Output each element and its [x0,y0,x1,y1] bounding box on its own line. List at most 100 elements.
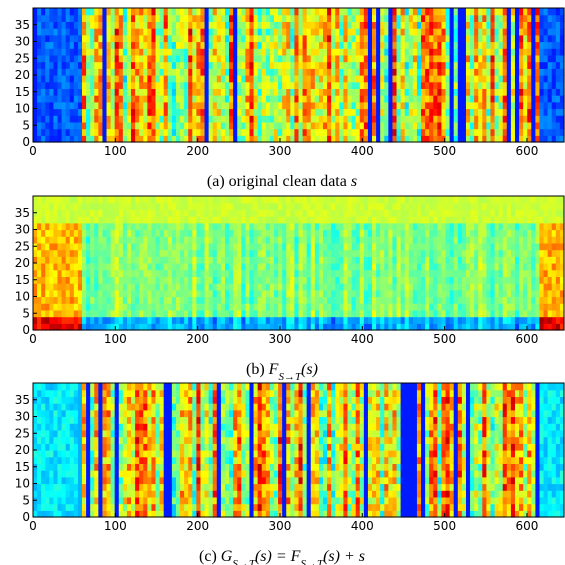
heatmap-cell [307,42,312,49]
heatmap-cell [119,62,124,69]
heatmap-cell [535,115,540,122]
heatmap-cell [401,283,406,290]
heatmap-cell [270,122,275,129]
heatmap-cell [49,290,54,297]
heatmap-cell [466,203,471,210]
heatmap-cell [184,129,189,136]
heatmap-cell [356,216,361,223]
heatmap-cell [376,263,381,270]
heatmap-cell [388,15,393,22]
heatmap-cell [311,122,316,129]
heatmap-cell [123,317,128,324]
heatmap-cell [270,21,275,28]
heatmap-cell [376,290,381,297]
heatmap-cell [217,216,222,223]
heatmap-cell [380,88,385,95]
heatmap-cell [188,236,193,243]
heatmap-cell [348,276,353,283]
heatmap-cell [217,88,222,95]
heatmap-cell [535,55,540,62]
heatmap-cell [192,270,197,277]
heatmap-cell [49,42,54,49]
heatmap-cell [270,28,275,35]
heatmap-cell [147,256,152,263]
heatmap-cell [254,88,259,95]
heatmap-cell [323,297,328,304]
heatmap-cell [62,55,67,62]
heatmap-cell [303,122,308,129]
heatmap-cell [86,236,91,243]
heatmap-cell [421,48,426,55]
heatmap-cell [446,250,451,257]
heatmap-cell [348,82,353,89]
heatmap-cell [245,209,250,216]
heatmap-cell [62,256,67,263]
heatmap-cell [331,196,336,203]
heatmap-cell [392,303,397,310]
heatmap-cell [237,223,242,230]
heatmap-cell [307,203,312,210]
heatmap-cell [49,209,54,216]
heatmap-cell [151,15,156,22]
heatmap-cell [303,55,308,62]
heatmap-cell [454,263,459,270]
heatmap-cell [90,75,95,82]
heatmap-cell [184,122,189,129]
heatmap-cell [119,122,124,129]
heatmap-cell [392,209,397,216]
heatmap-cell [499,35,504,42]
heatmap-cell [200,209,205,216]
heatmap-cell [107,243,112,250]
heatmap-cell [339,35,344,42]
heatmap-cell [127,8,132,15]
heatmap-cell [176,290,181,297]
heatmap-cell [384,88,389,95]
heatmap-cell [180,256,185,263]
heatmap-cell [482,75,487,82]
heatmap-cell [78,15,83,22]
heatmap-cell [123,223,128,230]
heatmap-cell [421,82,426,89]
heatmap-cell [160,256,165,263]
heatmap-cell [49,203,54,210]
heatmap-cell [523,68,528,75]
heatmap-cell [217,122,222,129]
heatmap-cell [417,115,422,122]
heatmap-cell [331,203,336,210]
heatmap-cell [127,115,132,122]
heatmap-cell [131,122,136,129]
heatmap-cell [290,310,295,317]
heatmap-cell [82,95,87,102]
heatmap-cell [417,230,422,237]
heatmap-cell [327,317,332,324]
heatmap-cell [486,236,491,243]
heatmap-cell [217,68,222,75]
heatmap-cell [503,21,508,28]
heatmap-cell [474,283,479,290]
heatmap-cell [311,35,316,42]
heatmap-cell [188,223,193,230]
heatmap-cell [352,303,357,310]
heatmap-cell [151,250,156,257]
heatmap-cell [98,236,103,243]
heatmap-cell [111,15,116,22]
heatmap-cell [58,115,63,122]
heatmap-cell [156,115,161,122]
heatmap-cell [490,203,495,210]
heatmap-cell [82,129,87,136]
heatmap-cell [343,35,348,42]
heatmap-cell [33,115,38,122]
heatmap-cell [188,317,193,324]
heatmap-cell [45,243,50,250]
heatmap-cell [139,15,144,22]
heatmap-cell [131,317,136,324]
heatmap-cell [352,102,357,109]
heatmap-cell [466,236,471,243]
heatmap-cell [70,297,75,304]
heatmap-cell [470,95,475,102]
heatmap-cell [458,250,463,257]
heatmap-cell [66,109,71,116]
heatmap-cell [299,8,304,15]
heatmap-cell [200,88,205,95]
heatmap-cell [470,209,475,216]
